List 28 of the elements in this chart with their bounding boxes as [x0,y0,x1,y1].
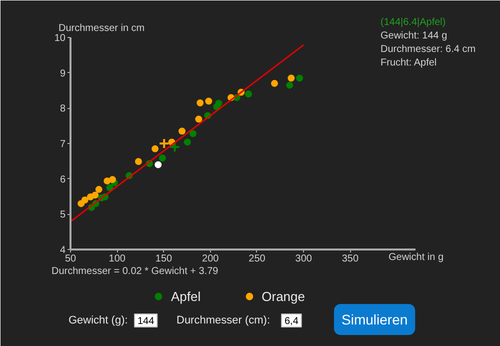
text: Durchmesser = 0.02 * Gewicht + 3.79 [52,266,219,277]
y-tick-label: 8 [60,104,66,115]
x-tick-label: 250 [248,254,266,264]
annotation: Durchmesser: 6.4 cm [380,44,476,55]
y-tick-label: 7 [60,139,66,150]
x-tick-label: 100 [108,254,126,264]
text: Gewicht (g): [68,314,128,326]
y-tick-label: 10 [54,33,66,44]
y-tick-label: 6 [60,174,66,186]
legend-label: Apfel [171,288,201,304]
y-tick-label: 4 [60,245,66,256]
text: 6,4 [284,316,299,327]
y-tick-label: 5 [60,210,66,221]
text: Simulieren [342,312,408,328]
text: (144|6.4|Apfel) [380,17,446,28]
text: 144 [138,316,155,327]
x-axis-title: Gewicht in g [388,252,444,263]
x-tick-label: 350 [342,254,360,264]
legend-label: Orange [262,288,306,304]
y-axis-title: Durchmesser in cm [58,23,145,34]
x-tick-label: 200 [202,254,220,264]
annotation: Gewicht: 144 g [380,30,448,42]
annotation: Frucht: Apfel [380,58,437,68]
x-tick-label: 300 [295,254,312,264]
x-tick-label: 150 [155,254,173,264]
text: Durchmesser (cm): [176,314,270,326]
y-tick-label: 9 [60,68,66,80]
x-tick-label: 50 [64,254,76,264]
